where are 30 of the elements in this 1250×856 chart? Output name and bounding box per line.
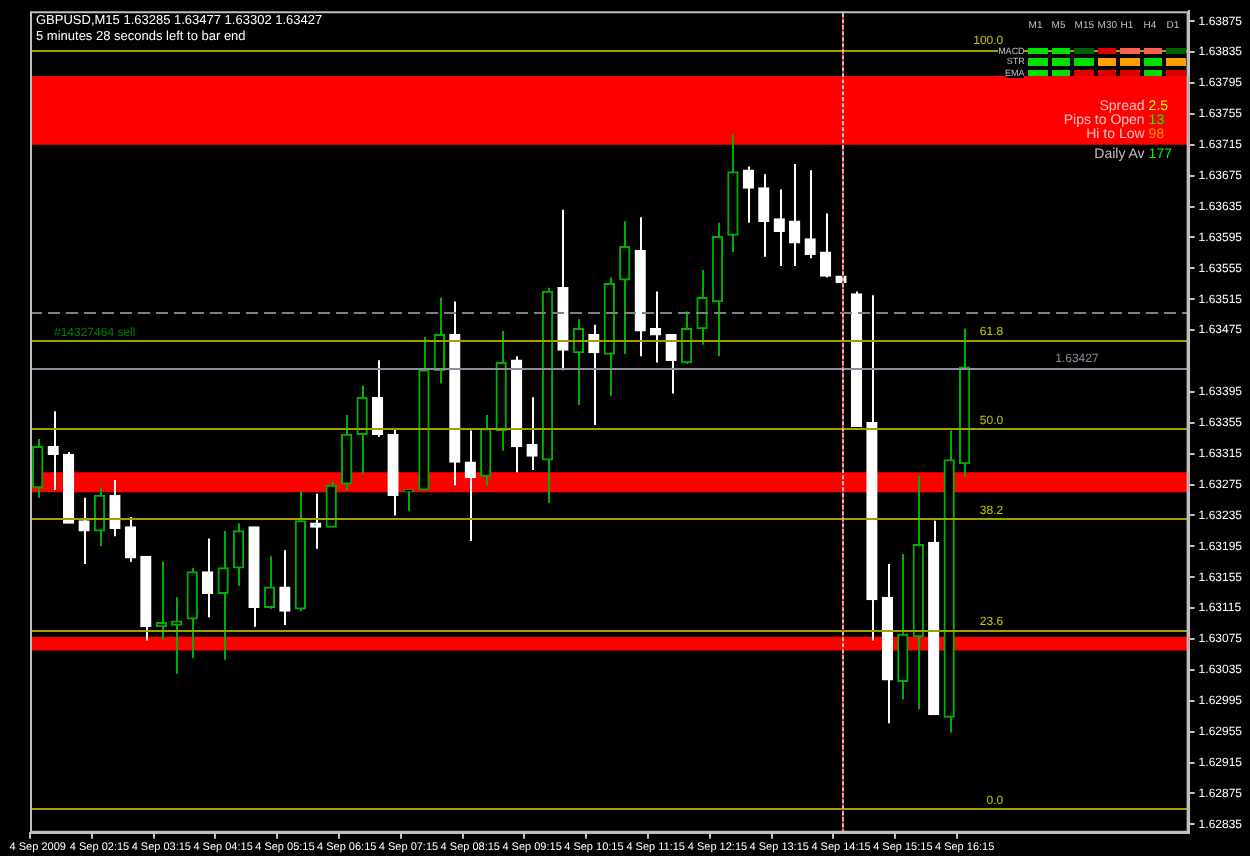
candlestick: [789, 163, 801, 268]
candlestick: [804, 169, 816, 260]
candlestick: [186, 566, 198, 660]
candlestick: [279, 549, 291, 627]
candlestick: [742, 165, 755, 224]
candlestick: [310, 492, 322, 550]
candlestick: [32, 437, 44, 499]
candlestick: [526, 396, 538, 471]
candlestick: [341, 414, 353, 491]
candlestick: [464, 429, 476, 542]
candlestick: [263, 555, 276, 610]
candlestick: [356, 384, 368, 475]
candlestick: [47, 410, 59, 491]
candlestick: [758, 173, 770, 258]
candlestick: [773, 188, 785, 268]
candlestick: [171, 596, 183, 675]
candlestick: [78, 496, 90, 566]
candlestick: [819, 212, 832, 279]
candlestick: [202, 537, 214, 619]
candlestick: [93, 486, 106, 548]
candlestick: [696, 268, 708, 346]
candlestick: [897, 553, 909, 701]
candlestick: [619, 220, 631, 356]
candlestick: [588, 323, 600, 427]
candlestick: [124, 515, 137, 563]
candlestick: [480, 414, 492, 487]
candlestick: [217, 529, 229, 661]
candlestick: [232, 522, 245, 587]
candlestick: [665, 333, 677, 395]
candlestick: [109, 478, 121, 538]
